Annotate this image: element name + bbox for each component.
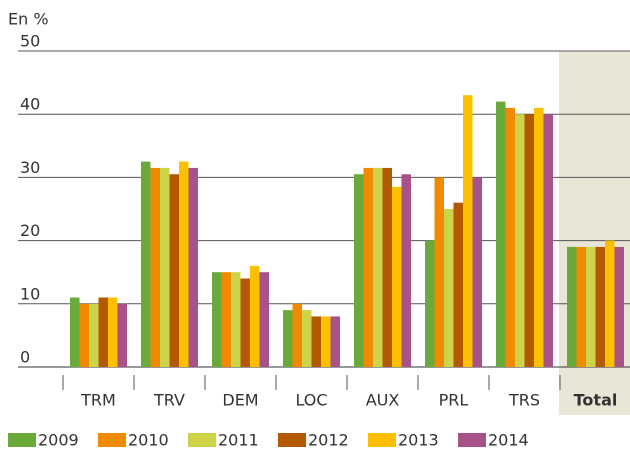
bar <box>524 114 534 367</box>
bar <box>505 107 515 367</box>
bar <box>373 167 383 367</box>
bar <box>98 297 108 367</box>
legend-swatch <box>458 433 486 447</box>
bar <box>240 278 250 367</box>
bar <box>150 167 160 367</box>
legend-swatch <box>8 433 36 447</box>
bar <box>231 272 241 367</box>
bar <box>212 272 222 367</box>
legend-swatch <box>368 433 396 447</box>
legend-label: 2012 <box>308 431 349 450</box>
legend-swatch <box>188 433 216 447</box>
bar <box>595 246 605 367</box>
y-tick-label: 30 <box>20 158 40 177</box>
bar <box>354 174 364 367</box>
bar <box>250 265 260 367</box>
legend-label: 2010 <box>128 431 169 450</box>
legend-swatch <box>98 433 126 447</box>
bar <box>169 174 179 367</box>
x-tick-label: Total <box>574 391 618 410</box>
bar <box>567 246 577 367</box>
bar <box>108 297 118 367</box>
bar <box>534 107 544 367</box>
x-tick-label: DEM <box>222 391 258 410</box>
bar <box>179 161 189 367</box>
x-tick-label: PRL <box>439 391 469 410</box>
chart-title: En % <box>8 10 49 29</box>
bar <box>283 310 293 367</box>
bar <box>259 272 269 367</box>
y-tick-label: 0 <box>20 348 30 367</box>
bar <box>586 246 596 367</box>
legend-swatch <box>278 433 306 447</box>
bar <box>472 177 482 367</box>
bar <box>576 246 586 367</box>
x-tick-label: TRV <box>153 391 185 410</box>
bar <box>321 316 331 367</box>
bar <box>160 167 170 367</box>
y-tick-label: 40 <box>20 95 40 114</box>
bar <box>302 310 312 367</box>
bar <box>382 167 392 367</box>
bar <box>444 209 454 367</box>
y-tick-label: 20 <box>20 221 40 240</box>
bar <box>70 297 80 367</box>
bar <box>188 167 198 367</box>
bar <box>117 303 127 367</box>
bar <box>392 186 402 367</box>
bar <box>89 303 99 367</box>
x-tick-label: AUX <box>366 391 400 410</box>
bar <box>515 114 525 367</box>
y-tick-label: 50 <box>20 32 40 51</box>
bar <box>463 95 473 368</box>
bar <box>614 246 624 367</box>
legend-label: 2011 <box>218 431 259 450</box>
bar <box>141 161 151 367</box>
x-tick-label: TRM <box>80 391 116 410</box>
x-tick-label: TRS <box>508 391 540 410</box>
bar <box>311 316 321 367</box>
bar <box>453 202 463 367</box>
bar <box>496 101 506 367</box>
bar <box>434 177 444 367</box>
y-tick-label: 10 <box>20 284 40 303</box>
bar <box>330 316 340 367</box>
legend-label: 2014 <box>488 431 529 450</box>
bar <box>543 114 553 367</box>
bar <box>363 167 373 367</box>
bar <box>79 303 89 367</box>
bar <box>605 240 615 367</box>
bar <box>425 240 435 367</box>
bar <box>292 303 302 367</box>
bar <box>221 272 231 367</box>
bar <box>401 174 411 367</box>
legend-label: 2009 <box>38 431 79 450</box>
x-tick-label: LOC <box>295 391 327 410</box>
legend-label: 2013 <box>398 431 439 450</box>
